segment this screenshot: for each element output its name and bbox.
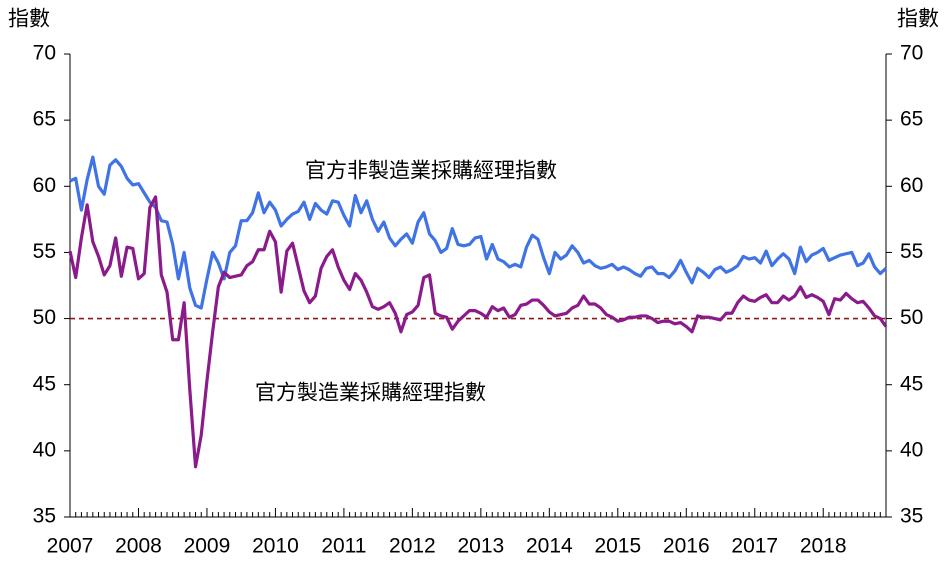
y2-tick-label: 50 <box>900 306 923 329</box>
series-line <box>69 155 888 310</box>
series-line <box>68 195 888 469</box>
x-tick-label: 2008 <box>115 535 162 558</box>
x-tick-label: 2014 <box>526 535 573 558</box>
x-tick-label: 2011 <box>321 535 366 558</box>
y-tick-label: 55 <box>33 240 56 263</box>
x-tick-label: 2016 <box>663 535 710 558</box>
y2-tick-label: 45 <box>900 372 923 395</box>
x-tick-label: 2015 <box>594 535 641 558</box>
x-tick-label: 2012 <box>389 535 436 558</box>
x-tick-label: 2009 <box>184 535 231 558</box>
y-tick-label: 70 <box>33 42 56 65</box>
y2-tick-label: 40 <box>900 438 923 461</box>
x-tick-label: 2017 <box>731 535 778 558</box>
y2-tick-label: 70 <box>900 42 923 65</box>
x-tick-label: 2007 <box>47 535 94 558</box>
x-tick-label: 2013 <box>457 535 504 558</box>
y-tick-label: 50 <box>33 306 56 329</box>
y2-tick-label: 60 <box>900 174 923 197</box>
y2-tick-label: 35 <box>900 505 923 528</box>
y-axis-label: 指數 <box>8 8 50 31</box>
y-tick-label: 35 <box>33 505 56 528</box>
y-tick-label: 45 <box>33 372 56 395</box>
x-tick-label: 2018 <box>800 535 847 558</box>
series-label: 官方製造業採購經理指數 <box>255 382 486 405</box>
y-tick-label: 65 <box>33 108 56 131</box>
y-tick-label: 60 <box>33 174 56 197</box>
y2-tick-label: 65 <box>900 108 923 131</box>
series-label: 官方非製造業採購經理指數 <box>305 160 557 183</box>
y2-axis-label: 指數 <box>897 8 939 31</box>
y-tick-label: 40 <box>33 438 56 461</box>
x-tick-label: 2010 <box>252 535 299 558</box>
y2-tick-label: 55 <box>900 240 923 263</box>
